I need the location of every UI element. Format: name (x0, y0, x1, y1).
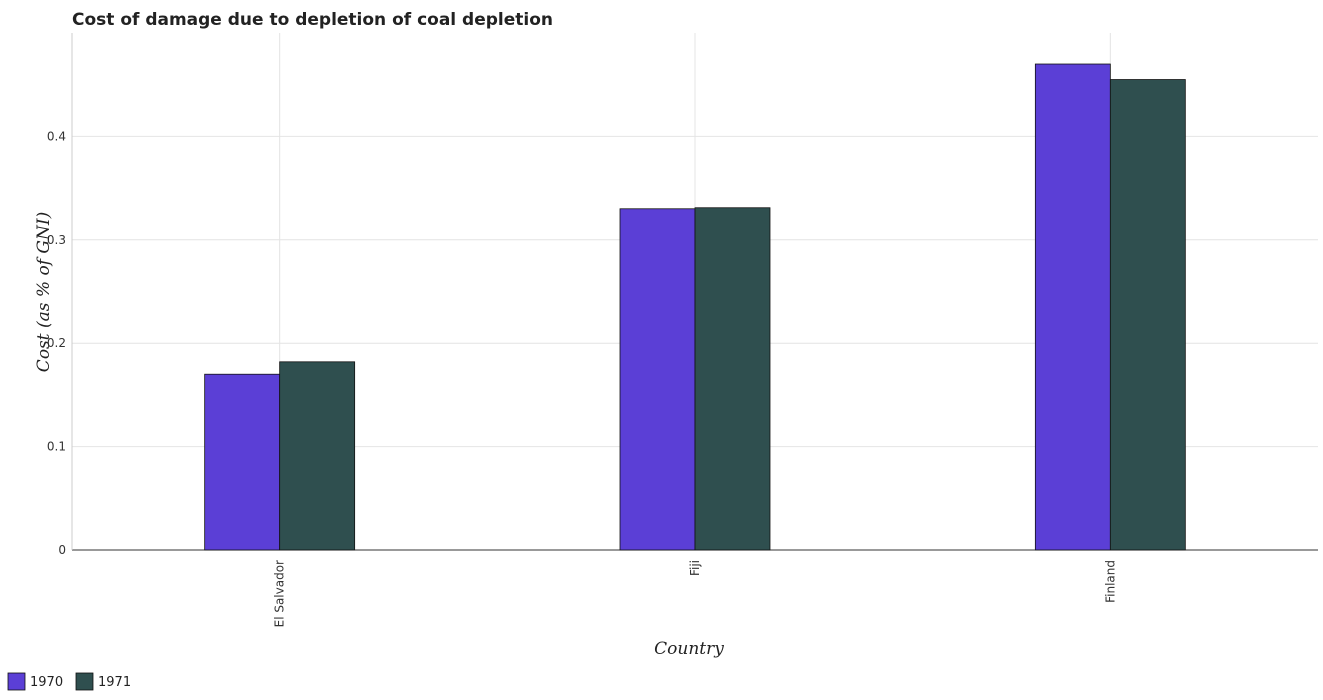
x-axis-label: Country (654, 639, 724, 659)
x-tick-label: Fiji (688, 560, 702, 576)
y-tick-labels: 0 0.1 0.2 0.3 0.4 (47, 129, 66, 557)
bar-1970-el-salvador (204, 373, 281, 551)
bars (204, 63, 1186, 551)
y-axis-label: Cost (as % of GNI) (34, 212, 54, 372)
bar-1970-fiji (619, 208, 696, 551)
legend: 1970 1971 (7, 672, 131, 691)
x-tick-label: El Salvador (273, 560, 287, 627)
y-tick-label: 0 (58, 543, 66, 557)
bar-1971-finland (1109, 79, 1186, 551)
legend-label-1970: 1970 (30, 675, 63, 690)
legend-swatch-1970 (7, 672, 26, 691)
y-tick-label: 0.1 (47, 440, 66, 454)
y-tick-label: 0.4 (47, 129, 66, 143)
bar-1971-fiji (694, 207, 771, 551)
bar-1970-finland (1034, 63, 1111, 551)
y-tick-label: 0.3 (47, 233, 66, 247)
chart-title: Cost of damage due to depletion of coal … (72, 10, 553, 30)
x-tick-labels: El Salvador Fiji Finland (273, 560, 1118, 627)
bar-1971-el-salvador (279, 361, 356, 551)
y-tick-label: 0.2 (47, 336, 66, 350)
legend-label-1971: 1971 (98, 675, 131, 690)
legend-swatch-1971 (75, 672, 94, 691)
x-tick-label: Finland (1103, 560, 1117, 603)
